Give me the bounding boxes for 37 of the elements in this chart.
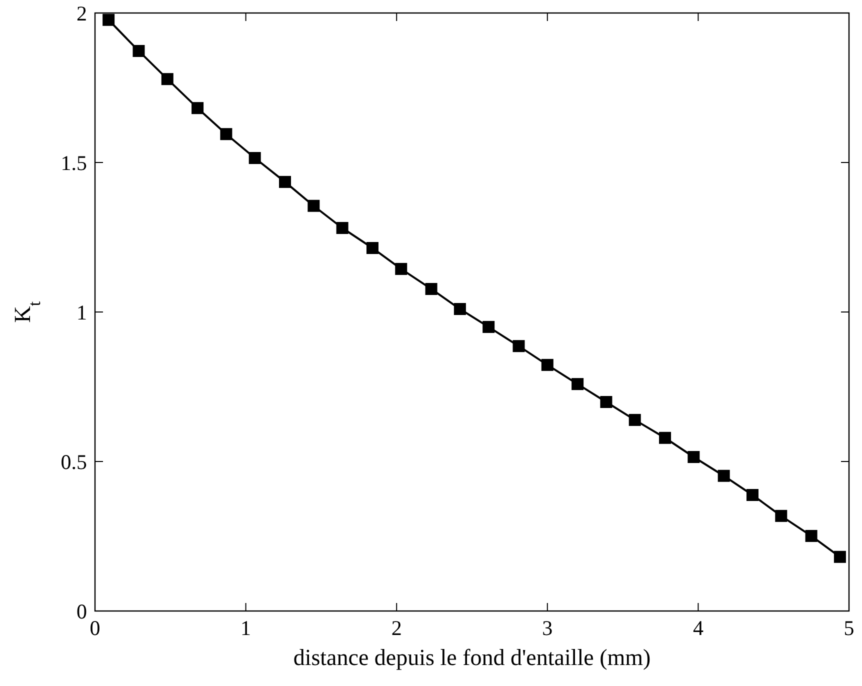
point (132, 44, 145, 57)
point (308, 200, 320, 212)
y-tick-label: 1.5 (60, 150, 87, 175)
point (718, 470, 730, 482)
x-tick-label: 5 (844, 616, 854, 640)
point (805, 530, 818, 542)
point (454, 303, 466, 316)
point (248, 152, 261, 164)
point (746, 488, 758, 501)
point (512, 340, 525, 352)
point (161, 73, 174, 86)
point (688, 451, 700, 464)
point (366, 242, 378, 254)
point (220, 128, 232, 140)
point (279, 176, 292, 188)
y-tick-label: 0 (76, 599, 87, 624)
x-tick-label: 1 (240, 616, 252, 640)
y-tick-label: 1 (76, 300, 87, 324)
x-tick-label: 4 (692, 616, 704, 640)
point (775, 510, 788, 522)
x-axis-title: distance depuis le fond d'entaille (mm) (293, 645, 651, 670)
point (482, 320, 495, 333)
point (628, 414, 641, 426)
point (572, 378, 584, 390)
point (659, 432, 672, 444)
point (834, 550, 846, 563)
x-tick-label: 3 (542, 616, 553, 640)
point (192, 102, 204, 114)
y-tick-label: 2 (76, 1, 87, 26)
point (102, 14, 115, 26)
point (395, 262, 408, 275)
point (541, 358, 554, 371)
point (425, 282, 438, 295)
x-tick-label: 2 (391, 616, 402, 640)
y-tick-label: 0.5 (60, 450, 87, 474)
point (336, 222, 348, 234)
point (600, 396, 612, 408)
